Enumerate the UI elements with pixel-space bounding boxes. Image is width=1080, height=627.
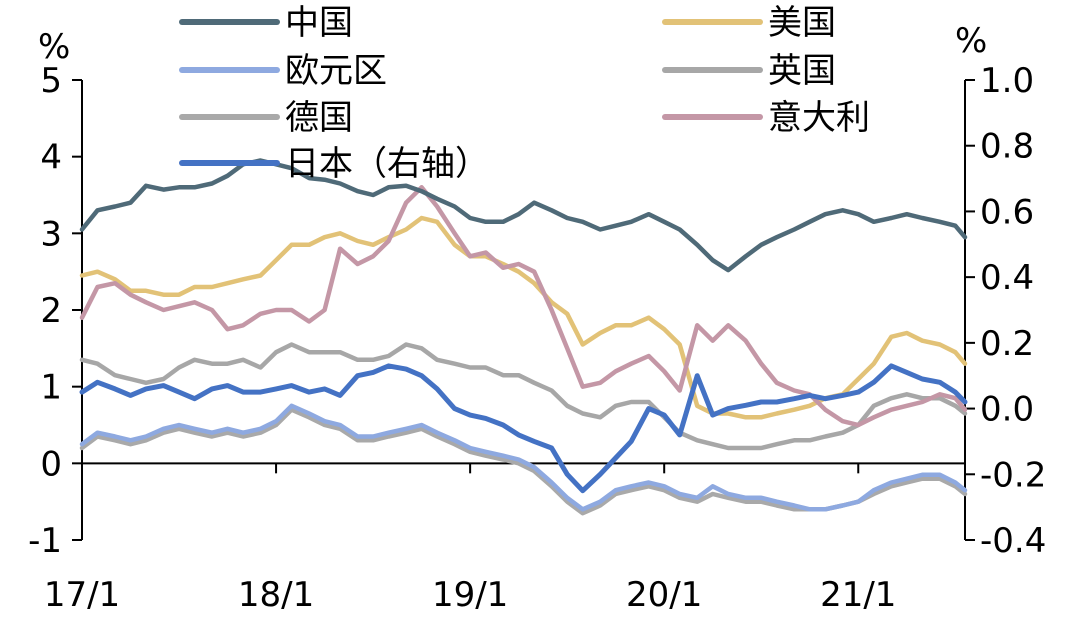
- series-layer: [79, 158, 968, 516]
- left-tick-label: 4: [40, 138, 62, 178]
- legend-label-1: 美国: [768, 3, 836, 43]
- right-tick-label: 0.6: [980, 192, 1034, 232]
- right-tick-label: -0.2: [980, 455, 1046, 495]
- legend-label-4: 德国: [285, 98, 353, 138]
- x-tick-label: 19/1: [432, 575, 508, 615]
- x-tick-label: 17/1: [44, 575, 120, 615]
- left-tick-label: 3: [40, 214, 62, 254]
- x-tick-label: 18/1: [238, 575, 314, 615]
- left-tick-label: 0: [40, 444, 62, 484]
- series-line-3: [79, 342, 968, 451]
- left-tick-label: 1: [40, 368, 62, 408]
- right-tick-label: -0.4: [980, 521, 1046, 561]
- legend-label-6: 日本（右轴）: [285, 144, 489, 184]
- left-unit-label: %: [38, 27, 70, 67]
- right-tick-label: 1.0: [980, 61, 1034, 101]
- right-unit-label: %: [955, 21, 987, 61]
- x-tick-label: 20/1: [626, 575, 702, 615]
- right-tick-label: 0.4: [980, 258, 1034, 298]
- left-tick-label: 5: [40, 61, 62, 101]
- right-tick-label: 0.2: [980, 324, 1034, 364]
- legend-label-5: 意大利: [768, 98, 870, 138]
- axes: 5 4 3 2 1 0 -1 1.0 0.8 0.6 0.4 0.2 0.0 -0.2 -0.4% % 17/1…: [28, 21, 1046, 615]
- series-line-6: [79, 363, 968, 494]
- legend-label-2: 欧元区: [285, 51, 387, 91]
- x-tick-label: 21/1: [820, 575, 896, 615]
- legend-label-0: 中国: [285, 3, 353, 43]
- right-tick-label: 0.0: [980, 390, 1034, 430]
- left-tick-label: 2: [40, 291, 62, 331]
- right-tick-label: 0.8: [980, 127, 1034, 167]
- series-line-2: [79, 403, 968, 512]
- legend-label-3: 英国: [768, 51, 836, 91]
- series-line-5: [79, 185, 968, 428]
- series-line-0: [79, 158, 968, 273]
- left-tick-label: -1: [28, 521, 62, 561]
